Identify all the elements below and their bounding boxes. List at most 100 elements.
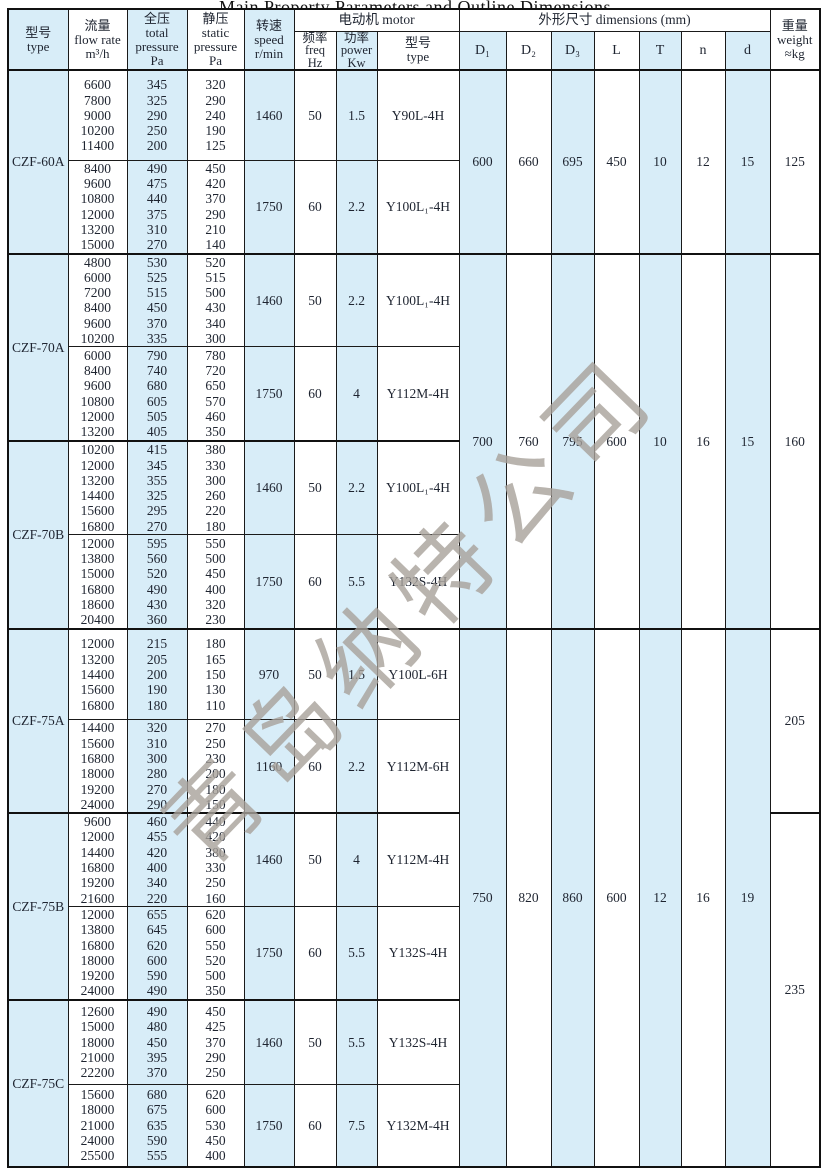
dim-l: 600 bbox=[593, 627, 640, 1168]
freq-value: 50 bbox=[293, 439, 337, 536]
col-header-t: T bbox=[638, 30, 682, 71]
speed-value: 1750 bbox=[243, 346, 295, 442]
motor-model-value: Y112M-6H bbox=[376, 719, 460, 814]
total-pressure-values: 490 475 440 375 310 270 bbox=[126, 159, 188, 255]
power-value: 5.5 bbox=[335, 905, 378, 1001]
flow-values: 15600 18000 21000 24000 25500 bbox=[67, 1084, 128, 1168]
dim-d2: 660 bbox=[505, 69, 552, 255]
flow-values: 12000 13800 16800 18000 19200 24000 bbox=[67, 905, 128, 1001]
speed-value: 970 bbox=[243, 627, 295, 721]
col-header-freq: 频率 freq Hz bbox=[293, 30, 337, 71]
dim-d1: 600 bbox=[458, 69, 507, 255]
spec-row-czf75b-50hz: CZF-75B 9600 12000 14400 16800 19200 216… bbox=[7, 812, 821, 1168]
flow-values: 14400 15600 16800 18000 19200 24000 bbox=[67, 719, 128, 814]
dim-n: 16 bbox=[680, 627, 726, 1168]
speed-value: 1460 bbox=[243, 439, 295, 536]
static-pressure-values: 620 600 550 520 500 350 bbox=[186, 905, 245, 1001]
dim-d1: 700 bbox=[458, 252, 507, 630]
dim-t: 10 bbox=[638, 252, 682, 630]
motor-model-value: Y90L-4H bbox=[376, 69, 460, 161]
freq-value: 60 bbox=[293, 719, 337, 814]
total-pressure-values: 415 345 355 325 295 270 bbox=[126, 439, 188, 536]
col-header-weight: 重量 weight ≈kg bbox=[769, 8, 821, 71]
speed-value: 1460 bbox=[243, 252, 295, 348]
weight-value: 205 bbox=[769, 627, 821, 814]
flow-values: 12600 15000 18000 21000 22200 bbox=[67, 998, 128, 1086]
dim-l: 600 bbox=[593, 252, 640, 630]
col-header-n: n bbox=[680, 30, 726, 71]
dim-d1: 750 bbox=[458, 627, 507, 1168]
model-name: CZF-75C bbox=[7, 998, 69, 1168]
total-pressure-values: 215 205 200 190 180 bbox=[126, 627, 188, 721]
total-pressure-values: 490 480 450 395 370 bbox=[126, 998, 188, 1086]
total-pressure-values: 460 455 420 400 340 220 bbox=[126, 812, 188, 907]
model-name: CZF-75B bbox=[7, 812, 69, 1001]
flow-values: 4800 6000 7200 8400 9600 10200 bbox=[67, 252, 128, 348]
group-header-dimensions: 外形尺寸 dimensions (mm) bbox=[458, 8, 771, 32]
static-pressure-values: 450 420 370 290 210 140 bbox=[186, 159, 245, 255]
total-pressure-values: 345 325 290 250 200 bbox=[126, 69, 188, 161]
freq-value: 50 bbox=[293, 627, 337, 721]
freq-value: 50 bbox=[293, 252, 337, 348]
flow-values: 12000 13200 14400 15600 16800 bbox=[67, 627, 128, 721]
total-pressure-values: 790 740 680 605 505 405 bbox=[126, 346, 188, 442]
dim-d2: 820 bbox=[505, 627, 552, 1168]
flow-values: 8400 9600 10800 12000 13200 15000 bbox=[67, 159, 128, 255]
spec-row-czf60a-50hz: CZF-60A 6600 7800 9000 10200 11400 345 3… bbox=[7, 69, 821, 255]
spec-row-czf75c-50hz: CZF-75C 12600 15000 18000 21000 22200 49… bbox=[7, 998, 820, 1168]
power-value: 1.5 bbox=[335, 69, 378, 161]
dim-d3: 860 bbox=[550, 627, 595, 1168]
power-value: 2.2 bbox=[335, 439, 378, 536]
power-value: 4 bbox=[335, 812, 378, 907]
static-pressure-values: 270 250 230 200 180 150 bbox=[186, 719, 245, 814]
static-pressure-values: 320 290 240 190 125 bbox=[186, 69, 245, 161]
freq-value: 60 bbox=[293, 159, 337, 255]
static-pressure-values: 520 515 500 430 340 300 bbox=[186, 252, 245, 348]
col-header-d: d bbox=[724, 30, 771, 71]
weight-value: 160 bbox=[769, 252, 821, 630]
weight-value: 125 bbox=[769, 69, 821, 255]
flow-values: 12000 13800 15000 16800 18600 20400 bbox=[67, 534, 128, 630]
static-pressure-values: 780 720 650 570 460 350 bbox=[186, 346, 245, 442]
motor-model-value: Y112M-4H bbox=[376, 812, 460, 907]
spec-row-czf60a-60hz: 8400 9600 10800 12000 13200 15000 490 47… bbox=[8, 159, 820, 255]
dim-n: 12 bbox=[680, 69, 726, 255]
col-header-d3: D₃ bbox=[550, 30, 595, 71]
freq-value: 60 bbox=[293, 905, 337, 1001]
freq-value: 60 bbox=[293, 1084, 337, 1168]
spec-table: 型号 type 流量 flow rate m³/h 全压 total press… bbox=[7, 8, 821, 1168]
static-pressure-values: 450 425 370 290 250 bbox=[186, 998, 245, 1086]
col-header-speed: 转速 speed r/min bbox=[243, 8, 295, 71]
power-value: 4 bbox=[335, 346, 378, 442]
speed-value: 1750 bbox=[243, 534, 295, 630]
freq-value: 50 bbox=[293, 998, 337, 1086]
power-value: 2.2 bbox=[335, 159, 378, 255]
col-header-d1: D₁ bbox=[458, 30, 507, 71]
flow-values: 6600 7800 9000 10200 11400 bbox=[67, 69, 128, 161]
flow-values: 6000 8400 9600 10800 12000 13200 bbox=[67, 346, 128, 442]
power-value: 7.5 bbox=[335, 1084, 378, 1168]
speed-value: 1160 bbox=[243, 719, 295, 814]
speed-value: 1460 bbox=[243, 998, 295, 1086]
total-pressure-values: 655 645 620 600 590 490 bbox=[126, 905, 188, 1001]
spec-row-czf70a-60hz: 6000 8400 9600 10800 12000 13200 790 740… bbox=[8, 346, 820, 442]
col-header-model: 型号 type bbox=[7, 8, 69, 71]
model-name: CZF-70B bbox=[7, 439, 69, 630]
freq-value: 50 bbox=[293, 69, 337, 161]
freq-value: 60 bbox=[293, 534, 337, 630]
speed-value: 1460 bbox=[243, 69, 295, 161]
static-pressure-values: 620 600 530 450 400 bbox=[186, 1084, 245, 1168]
total-pressure-values: 680 675 635 590 555 bbox=[126, 1084, 188, 1168]
motor-model-value: Y132S-4H bbox=[376, 534, 460, 630]
power-value: 5.5 bbox=[335, 534, 378, 630]
motor-model-value: Y132M-4H bbox=[376, 1084, 460, 1168]
power-value: 5.5 bbox=[335, 998, 378, 1086]
motor-model-value: Y132S-4H bbox=[376, 905, 460, 1001]
col-header-motor-model: 型号 type bbox=[376, 30, 460, 71]
header-row-2: 频率 freq Hz 功率 power Kw 型号 type D₁ D₂ D₃ … bbox=[8, 30, 820, 71]
spec-row-czf75a-60hz: 14400 15600 16800 18000 19200 24000 320 … bbox=[8, 719, 820, 814]
header-row-1: 型号 type 流量 flow rate m³/h 全压 total press… bbox=[7, 8, 821, 71]
col-header-d2: D₂ bbox=[505, 30, 552, 71]
col-header-static-pressure: 静压 static pressure Pa bbox=[186, 8, 245, 71]
dim-t: 10 bbox=[638, 69, 682, 255]
